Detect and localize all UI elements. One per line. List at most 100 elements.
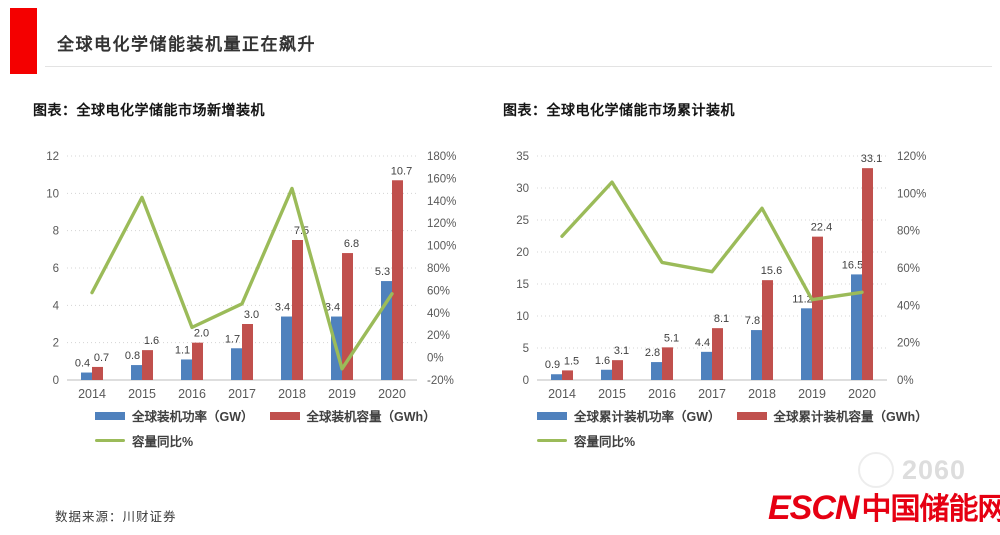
legend-row: 容量同比% xyxy=(537,431,951,450)
bar xyxy=(651,362,662,380)
watermark-text: 2060 xyxy=(902,454,967,485)
bar xyxy=(242,324,253,380)
bar xyxy=(562,370,573,380)
legend-bar-swatch-icon xyxy=(537,411,567,420)
right-axis-tick-label: 40% xyxy=(897,300,920,312)
left-axis-tick-label: 6 xyxy=(53,263,59,275)
right-axis-tick-label: 40% xyxy=(427,308,450,320)
legend-label: 全球累计装机功率（GW） xyxy=(574,410,721,424)
data-label: 7.8 xyxy=(745,315,760,327)
data-label: 5.1 xyxy=(664,332,679,344)
bar xyxy=(342,253,353,380)
data-label: 11.2 xyxy=(792,293,813,305)
data-label: 1.1 xyxy=(175,344,190,356)
legend-item: 容量同比% xyxy=(537,431,635,450)
legend-item: 全球装机容量（GWh） xyxy=(269,406,436,425)
data-label: 15.6 xyxy=(761,265,782,277)
data-label: 1.5 xyxy=(564,355,579,367)
x-axis-label: 2019 xyxy=(798,387,826,400)
bar xyxy=(762,280,773,380)
right-axis-tick-label: 60% xyxy=(427,285,450,297)
x-axis-label: 2014 xyxy=(78,387,106,400)
bar xyxy=(662,347,673,380)
bar xyxy=(601,369,612,380)
bar xyxy=(192,342,203,380)
left-axis-tick-label: 5 xyxy=(523,343,529,355)
legend-label: 全球装机功率（GW） xyxy=(132,410,254,424)
legend-bar-swatch-icon xyxy=(736,411,767,420)
left-axis-tick-label: 2 xyxy=(53,338,59,350)
bar xyxy=(551,374,562,380)
x-axis-label: 2019 xyxy=(328,387,356,400)
bar xyxy=(92,366,103,380)
data-label: 2.0 xyxy=(194,328,209,340)
right-axis-tick-label: 100% xyxy=(897,188,926,200)
bar xyxy=(392,180,403,380)
right-axis-tick-label: 120% xyxy=(897,151,926,163)
left-axis-tick-label: 4 xyxy=(53,300,60,312)
bar xyxy=(862,168,873,380)
page-title: 全球电化学储能装机量正在飙升 xyxy=(57,35,316,54)
right-axis-tick-label: 20% xyxy=(897,338,920,350)
data-label: 0.7 xyxy=(94,352,109,364)
right-axis-tick-label: 0% xyxy=(427,353,444,365)
chart-cumulative-installs: 图表：全球电化学储能市场累计装机 0 5 10 15 20 25 30 35 0% 20% 40% 6… xyxy=(503,100,951,450)
x-axis-label: 2017 xyxy=(698,387,726,400)
bar xyxy=(181,359,192,380)
bar xyxy=(281,316,292,380)
right-axis-tick-label: 80% xyxy=(427,263,450,275)
x-axis-label: 2016 xyxy=(178,387,206,400)
watermark: 2060 xyxy=(858,452,966,488)
data-label: 6.8 xyxy=(344,238,359,250)
legend-label: 全球累计装机容量（GWh） xyxy=(773,410,928,424)
data-label: 4.4 xyxy=(695,337,710,349)
data-label: 2.8 xyxy=(645,347,660,359)
left-axis-tick-label: 0 xyxy=(523,375,529,387)
data-label: 3.1 xyxy=(614,345,629,357)
data-label: 0.9 xyxy=(545,359,560,371)
legend-row: 全球累计装机功率（GW） 全球累计装机容量（GWh） xyxy=(537,406,951,425)
data-label: 22.4 xyxy=(811,222,832,234)
bar xyxy=(381,281,392,380)
data-label: 1.7 xyxy=(225,333,240,345)
legend-bar-swatch-icon xyxy=(269,411,300,420)
cumulative-chart-canvas: 0 5 10 15 20 25 30 35 0% 20% 40% 60% 80% 100% 120% 2014… xyxy=(516,151,926,400)
left-axis-tick-label: 10 xyxy=(516,311,529,323)
data-source-note: 数据来源：川财证券 xyxy=(55,510,177,524)
bar xyxy=(751,330,762,380)
watermark-circle-icon xyxy=(858,452,894,488)
left-axis-tick-label: 25 xyxy=(516,215,529,227)
right-axis-tick-label: 80% xyxy=(897,226,920,238)
chart-legend-cumulative: 全球累计装机功率（GW） 全球累计装机容量（GWh） 容量同比% xyxy=(537,406,951,450)
new-installs-chart-canvas: 0 2 4 6 8 10 12 -20% 0% 20% 40% 60% 80% 100% 120% 140% 1… xyxy=(46,151,456,400)
data-label: 5.3 xyxy=(375,266,390,278)
bar xyxy=(812,236,823,380)
left-axis-tick-label: 30 xyxy=(516,183,529,195)
logo-text-cn: 中国储能网 xyxy=(861,493,1000,526)
data-label: 16.5 xyxy=(842,259,863,271)
legend-item: 全球装机功率（GW） xyxy=(95,406,254,425)
right-axis-tick-label: 180% xyxy=(427,151,456,163)
right-axis-tick-label: -20% xyxy=(427,375,454,387)
bar xyxy=(701,351,712,380)
data-label: 3.4 xyxy=(325,302,340,314)
x-axis-label: 2015 xyxy=(598,387,626,400)
right-axis-tick-label: 0% xyxy=(897,375,914,387)
left-axis-tick-label: 20 xyxy=(516,247,529,259)
legend-row: 全球装机功率（GW） 全球装机容量（GWh） xyxy=(95,406,469,425)
chart-title-cumulative: 图表：全球电化学储能市场累计装机 xyxy=(503,102,735,118)
trend-line xyxy=(560,180,864,302)
bar xyxy=(612,360,623,380)
left-axis-tick-label: 8 xyxy=(53,226,59,238)
chart-title-new-installs: 图表：全球电化学储能市场新增装机 xyxy=(33,102,265,118)
bar xyxy=(81,372,92,380)
data-label: 3.4 xyxy=(275,302,290,314)
x-axis-label: 2020 xyxy=(378,387,406,400)
legend-item: 容量同比% xyxy=(95,431,193,450)
right-axis-tick-label: 100% xyxy=(427,241,456,253)
x-axis-label: 2016 xyxy=(648,387,676,400)
right-axis-tick-label: 120% xyxy=(427,218,456,230)
legend-label: 容量同比% xyxy=(574,435,636,449)
legend-item: 全球累计装机功率（GW） xyxy=(537,406,721,425)
data-label: 10.7 xyxy=(391,165,412,177)
